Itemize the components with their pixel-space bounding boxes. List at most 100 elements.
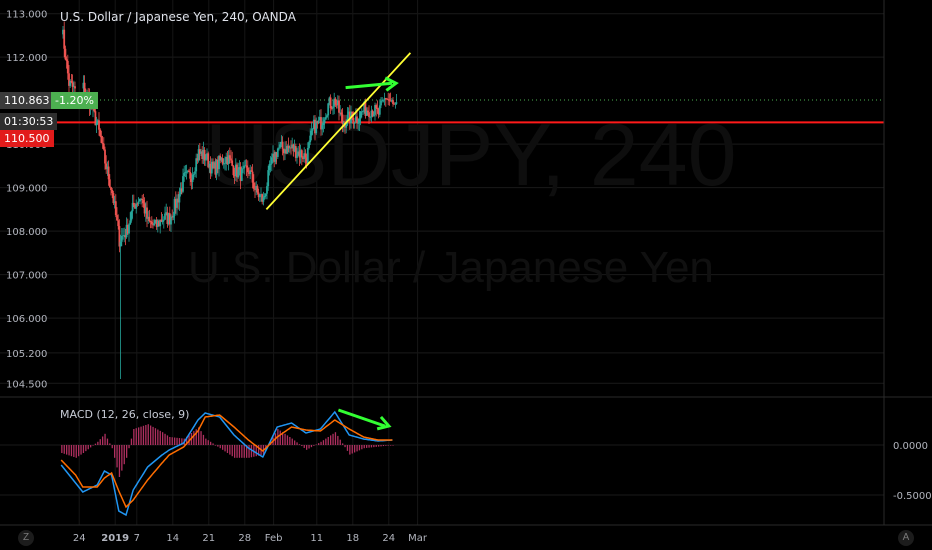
candle-body <box>162 219 165 221</box>
macd-histogram-bar <box>241 445 243 458</box>
candle-body <box>380 100 382 106</box>
candle-body <box>195 158 198 172</box>
macd-histogram-bar <box>114 445 116 458</box>
candle-body <box>294 146 297 158</box>
price-tick-label: 106.000 <box>6 314 47 325</box>
candle-body <box>107 166 110 180</box>
candle-body <box>64 48 67 60</box>
candle-body <box>173 198 176 216</box>
candle-body <box>298 151 301 158</box>
macd-histogram-bar <box>258 445 260 456</box>
macd-histogram-bar <box>109 443 111 445</box>
candle-body <box>394 103 397 105</box>
candle-body <box>129 220 132 225</box>
candle-body <box>112 193 115 204</box>
macd-histogram-bar <box>106 438 109 445</box>
macd-histogram-bar <box>318 443 320 445</box>
candle-body <box>174 198 177 208</box>
candle-body <box>101 142 104 144</box>
candle-body <box>122 235 124 237</box>
candle-body <box>226 156 229 165</box>
candle-body <box>99 129 102 137</box>
candle-body <box>351 111 354 118</box>
candle-body <box>152 224 154 226</box>
time-tick-label: Feb <box>265 533 283 544</box>
candle-body <box>68 73 70 86</box>
candle-body <box>374 105 376 115</box>
candle-body <box>98 120 100 130</box>
candle-body <box>234 164 237 177</box>
candle-body <box>218 155 220 170</box>
countdown-tag: 01:30:53 <box>0 113 58 130</box>
candle-body <box>389 100 392 102</box>
macd-histogram-bar <box>162 432 164 445</box>
macd-label[interactable]: MACD (12, 26, close, 9) <box>60 408 190 421</box>
candle-body <box>106 166 109 170</box>
candle-body <box>352 117 355 124</box>
candle-body <box>236 164 238 178</box>
candle-body <box>320 117 322 130</box>
macd-histogram-bar <box>68 445 70 456</box>
candle-body <box>117 220 120 227</box>
candle-body <box>242 168 244 170</box>
candle-body <box>197 149 200 161</box>
candle-body <box>282 148 285 154</box>
candle-body <box>342 122 345 124</box>
candle-body <box>180 188 183 192</box>
candle-body <box>161 220 164 222</box>
macd-histogram-bar <box>298 444 301 445</box>
time-tick-label: 24 <box>73 533 86 544</box>
watermark-name: U.S. Dollar / Japanese Yen <box>188 243 714 292</box>
macd-histogram-bar <box>207 440 209 445</box>
macd-histogram-bar <box>337 435 339 445</box>
candle-body <box>281 141 284 149</box>
candle-body <box>395 102 398 104</box>
macd-histogram-bar <box>385 445 387 446</box>
candle-body <box>386 98 388 100</box>
candle-body <box>287 146 290 149</box>
auto-scale-icon[interactable]: A <box>898 530 914 546</box>
macd-histogram-bar <box>90 445 92 448</box>
candle-body <box>74 86 76 89</box>
candle-body <box>132 202 135 205</box>
candle-body <box>312 119 315 130</box>
candle-body <box>333 98 336 107</box>
candle-body <box>62 29 64 35</box>
macd-histogram-bar <box>159 430 161 445</box>
candle-body <box>94 111 97 126</box>
macd-histogram-bar <box>205 438 207 445</box>
candle-body <box>116 215 118 221</box>
candle-body <box>326 115 328 118</box>
candle-body <box>377 108 380 115</box>
candle-body <box>244 165 247 167</box>
resistance-line-layer <box>0 99 884 124</box>
macd-histogram-bar <box>102 436 104 445</box>
macd-histogram-bar <box>325 438 327 445</box>
candle-body <box>128 224 130 234</box>
macd-histogram-bar <box>327 437 329 445</box>
timezone-icon[interactable]: Z <box>18 530 34 546</box>
candle-body <box>96 120 99 123</box>
candle-body <box>345 124 348 128</box>
macd-histogram-bar <box>351 445 353 454</box>
candle-body <box>266 186 268 194</box>
candle-body <box>293 146 296 152</box>
candle-body <box>179 188 182 195</box>
macd-histogram-bar <box>354 445 356 453</box>
candle-body <box>153 223 156 226</box>
macd-histogram-bar <box>368 445 370 448</box>
candle-body <box>280 141 283 145</box>
macd-histogram-bar <box>210 441 212 445</box>
candle-body <box>276 148 279 157</box>
candle-body <box>332 106 334 109</box>
macd-histogram-bar <box>145 425 147 445</box>
macd-histogram-bar <box>169 437 171 445</box>
candle-body <box>288 147 291 149</box>
macd-histogram-bar <box>392 445 394 446</box>
macd-lines <box>60 408 393 517</box>
candles <box>62 21 398 379</box>
candle-body <box>230 158 232 161</box>
macd-histogram-bar <box>118 445 121 477</box>
macd-histogram-bar <box>87 445 89 450</box>
candle-body <box>176 198 178 208</box>
